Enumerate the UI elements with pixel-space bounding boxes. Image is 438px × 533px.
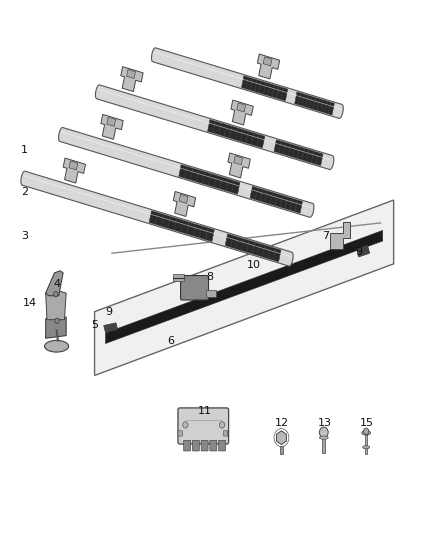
Polygon shape [101, 115, 123, 139]
Polygon shape [357, 245, 370, 257]
Circle shape [53, 292, 58, 297]
Text: 3: 3 [21, 231, 28, 241]
Text: 5: 5 [91, 320, 98, 330]
Text: 4: 4 [54, 279, 61, 288]
Polygon shape [121, 67, 143, 92]
Circle shape [364, 428, 369, 434]
FancyBboxPatch shape [210, 440, 217, 451]
Text: 1: 1 [21, 144, 28, 155]
Circle shape [219, 422, 225, 428]
Polygon shape [46, 317, 66, 338]
FancyBboxPatch shape [192, 440, 199, 451]
Polygon shape [21, 171, 293, 266]
Text: 14: 14 [23, 297, 37, 308]
Bar [280, 446, 283, 454]
FancyBboxPatch shape [201, 440, 208, 451]
FancyBboxPatch shape [178, 431, 182, 436]
Text: 6: 6 [167, 336, 174, 346]
Polygon shape [173, 274, 184, 281]
Text: 15: 15 [360, 418, 374, 429]
Polygon shape [95, 200, 394, 375]
Ellipse shape [362, 431, 371, 435]
Polygon shape [241, 76, 288, 101]
Polygon shape [59, 127, 314, 217]
Polygon shape [173, 191, 196, 216]
Polygon shape [69, 161, 78, 170]
Polygon shape [257, 54, 280, 79]
Polygon shape [237, 103, 246, 112]
Ellipse shape [319, 436, 328, 439]
Polygon shape [149, 211, 214, 241]
Bar [322, 432, 325, 453]
Polygon shape [206, 290, 216, 297]
Polygon shape [276, 431, 286, 445]
Polygon shape [295, 92, 334, 115]
FancyBboxPatch shape [223, 431, 228, 436]
Circle shape [183, 422, 188, 428]
Polygon shape [107, 117, 116, 126]
Text: 10: 10 [247, 261, 261, 270]
Ellipse shape [363, 446, 370, 449]
FancyBboxPatch shape [180, 276, 208, 300]
Polygon shape [250, 187, 302, 213]
Text: 12: 12 [275, 418, 290, 429]
Text: 13: 13 [318, 418, 332, 429]
Text: 9: 9 [106, 306, 113, 317]
Text: 2: 2 [21, 187, 28, 197]
Text: 11: 11 [198, 406, 212, 416]
Circle shape [319, 427, 328, 438]
Polygon shape [208, 119, 265, 148]
Polygon shape [95, 85, 334, 169]
Bar [365, 433, 367, 454]
Polygon shape [234, 156, 243, 165]
Polygon shape [46, 271, 63, 296]
Polygon shape [104, 323, 118, 333]
Polygon shape [63, 158, 85, 183]
Text: 8: 8 [206, 272, 213, 282]
Circle shape [55, 318, 59, 324]
Text: 9: 9 [355, 247, 362, 256]
Polygon shape [179, 165, 240, 194]
FancyBboxPatch shape [178, 408, 229, 444]
Polygon shape [274, 140, 323, 166]
Polygon shape [179, 195, 188, 204]
Text: 7: 7 [322, 231, 329, 241]
FancyBboxPatch shape [219, 440, 226, 451]
Polygon shape [152, 48, 343, 118]
Polygon shape [263, 57, 272, 66]
Polygon shape [127, 69, 135, 78]
Polygon shape [225, 234, 281, 262]
Polygon shape [46, 290, 66, 320]
FancyBboxPatch shape [184, 440, 191, 451]
Polygon shape [228, 153, 251, 178]
Polygon shape [330, 222, 350, 249]
Ellipse shape [45, 341, 69, 352]
Polygon shape [231, 100, 253, 125]
Polygon shape [106, 230, 383, 344]
